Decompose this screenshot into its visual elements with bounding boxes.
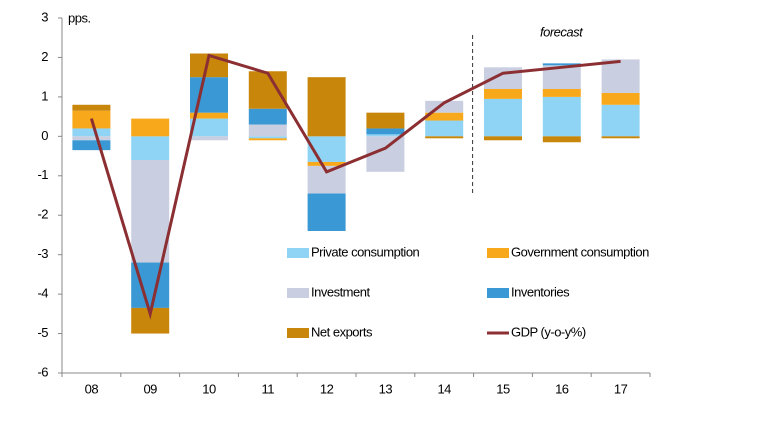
bar-segment xyxy=(307,193,346,231)
y-tick-label: 3 xyxy=(41,9,48,24)
bar-segment xyxy=(131,136,170,160)
x-tick-label: 14 xyxy=(437,381,451,396)
bar-segment xyxy=(131,118,170,137)
x-tick-label: 15 xyxy=(496,381,510,396)
legend-label: Net exports xyxy=(311,324,373,339)
bar-segment xyxy=(484,98,522,137)
y-tick-label: -4 xyxy=(37,286,48,301)
bar-segment xyxy=(542,63,581,66)
legend-label: Government consumption xyxy=(511,244,649,259)
y-tick-label: 1 xyxy=(41,88,48,103)
legend-swatch xyxy=(287,288,309,298)
bar-segment xyxy=(248,108,287,125)
y-tick-label: 0 xyxy=(41,128,48,143)
y-tick-label: -1 xyxy=(37,167,48,182)
bar-segment xyxy=(484,136,522,141)
x-tick-label: 10 xyxy=(202,381,216,396)
legend-swatch xyxy=(487,288,509,298)
legend-swatch xyxy=(287,328,309,338)
bar-segment xyxy=(542,89,581,97)
x-tick-label: 13 xyxy=(379,381,393,396)
bar-segment xyxy=(425,120,464,137)
y-tick-label: 2 xyxy=(41,49,48,64)
bar-segment xyxy=(601,92,640,105)
unit-label: pps. xyxy=(68,10,91,25)
bar-segment xyxy=(72,140,111,151)
bar-segment xyxy=(542,136,581,143)
bar-segment xyxy=(366,134,405,137)
legend-swatch xyxy=(287,248,309,258)
bar-segment xyxy=(601,104,640,137)
bar-segment xyxy=(190,136,228,141)
gdp-line xyxy=(89,53,621,320)
bar-segment xyxy=(366,128,405,135)
legend-label: Investment xyxy=(311,284,370,299)
bar-segment xyxy=(131,160,170,263)
x-tick-label: 12 xyxy=(320,381,334,396)
bar-segment xyxy=(366,112,405,129)
bar-segment xyxy=(425,112,464,121)
bar-segment xyxy=(601,59,640,93)
legend-swatch xyxy=(487,248,509,258)
y-tick-label: -5 xyxy=(37,325,48,340)
bar-segment xyxy=(484,89,522,99)
x-tick-label: 09 xyxy=(143,381,157,396)
bar-segment xyxy=(542,65,581,89)
y-tick-label: -2 xyxy=(37,207,48,222)
y-tick-label: -3 xyxy=(37,246,48,261)
bar-segment xyxy=(425,100,464,113)
bar-segment xyxy=(72,136,111,141)
bar-segment xyxy=(248,71,287,109)
bar-segment xyxy=(248,138,287,141)
bar-segment xyxy=(307,161,346,166)
bar-segment xyxy=(248,136,287,139)
bar-segment xyxy=(190,112,228,119)
forecast-label: forecast xyxy=(540,24,584,39)
bar-segment xyxy=(72,128,111,137)
x-tick-label: 17 xyxy=(614,381,628,396)
bar-segment xyxy=(190,118,228,137)
x-tick-label: 11 xyxy=(262,381,275,396)
bar-segment xyxy=(248,124,287,137)
bar-segment xyxy=(542,96,581,137)
bar-segment xyxy=(72,104,111,111)
y-tick-label: -6 xyxy=(37,364,48,379)
bar-segment xyxy=(307,77,346,137)
legend-label: Inventories xyxy=(511,284,570,299)
legend-label: Private consumption xyxy=(311,244,420,259)
bar-segment xyxy=(601,136,640,139)
bar-segment xyxy=(425,136,464,139)
x-tick-label: 08 xyxy=(85,381,99,396)
legend-label: GDP (y-o-y%) xyxy=(511,324,586,339)
x-tick-label: 16 xyxy=(555,381,569,396)
